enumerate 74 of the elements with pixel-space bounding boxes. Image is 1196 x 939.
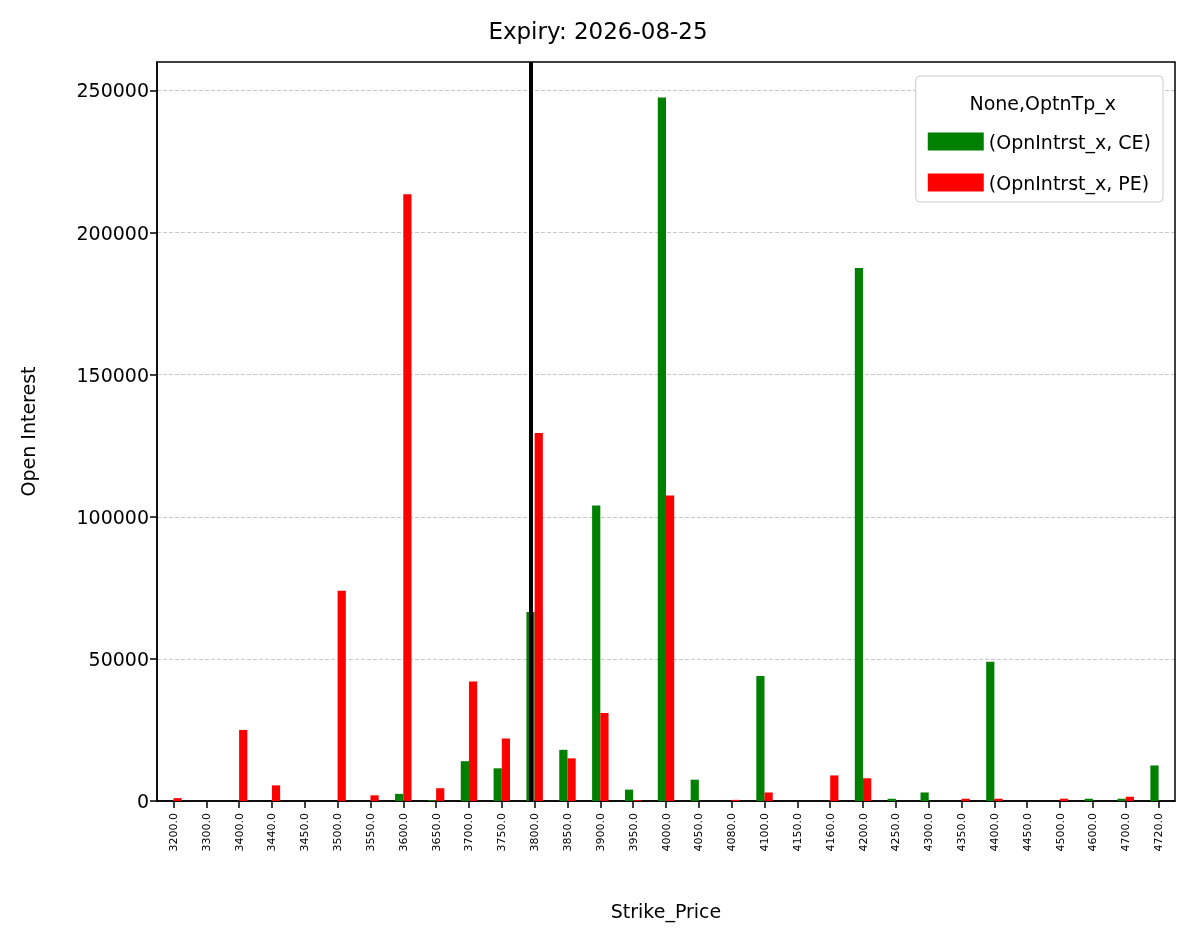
x-tick-label: 4450.0 [1020,813,1034,852]
x-tick-label: 3200.0 [166,813,180,852]
bar [271,785,281,801]
y-tick-label: 250000 [76,79,149,102]
bar [173,798,182,801]
bar [986,661,995,801]
y-tick-label: 150000 [76,363,149,386]
bar [1125,796,1134,801]
bar [559,749,568,801]
x-tick-label: 3900.0 [593,813,607,852]
bar [994,798,1003,801]
bar [600,712,609,801]
x-tick-label: 3400.0 [232,813,246,852]
x-tick-label: 3950.0 [626,813,640,852]
bar [493,768,502,801]
x-tick-label: 4350.0 [955,813,969,852]
bar [764,792,773,801]
x-tick-label: 3800.0 [528,813,542,852]
bar [460,761,469,801]
bar [830,775,839,801]
bar [468,681,478,801]
legend-label: (OpnIntrst_x, CE) [988,130,1151,154]
bar [624,789,634,801]
x-tick-label: 4720.0 [1152,813,1166,852]
y-axis-title: Open Interest [16,366,39,497]
x-tick-label: 4150.0 [790,813,804,852]
bar [436,788,445,801]
x-tick-label: 4200.0 [856,813,870,852]
x-tick-label: 3600.0 [396,813,410,852]
bar [666,495,675,801]
legend-label: (OpnIntrst_x, PE) [988,171,1150,195]
bar [239,729,248,801]
bar [863,778,872,801]
x-tick-label: 3850.0 [560,813,574,852]
bar [403,194,412,801]
x-tick-label: 3500.0 [331,813,345,852]
bar [756,675,765,801]
x-tick-label: 4050.0 [692,813,706,852]
x-tick-label: 4600.0 [1086,813,1100,852]
bar [657,97,666,801]
x-tick-label: 3650.0 [429,813,443,852]
y-tick-label: 50000 [88,647,149,670]
x-tick-label: 3750.0 [495,813,509,852]
bar [337,590,346,801]
bar [1150,765,1159,801]
bar [501,738,511,801]
y-tick-label: 0 [136,790,149,812]
x-tick-label: 3440.0 [265,813,279,852]
bar [567,758,576,801]
x-tick-label: 3550.0 [363,813,377,852]
bar [854,268,864,801]
x-tick-label: 4080.0 [725,813,739,852]
x-tick-label: 4100.0 [758,813,772,852]
x-tick-label: 4160.0 [823,813,837,852]
bar [592,505,601,801]
x-tick-label: 4000.0 [659,813,673,852]
x-tick-label: 4400.0 [987,813,1001,852]
y-tick-label: 100000 [76,505,149,528]
x-tick-label: 4500.0 [1053,813,1067,852]
x-tick-label: 4700.0 [1119,813,1133,852]
x-tick-label: 4300.0 [922,813,936,852]
legend-title: None,OptnTp_x [969,91,1116,115]
bar [395,793,404,801]
y-tick-label: 200000 [76,221,149,244]
chart-title: Expiry: 2026-08-25 [488,17,708,44]
bar [370,795,379,801]
x-tick-label: 3700.0 [462,813,476,852]
bar [920,792,929,801]
x-tick-label: 4250.0 [889,813,903,852]
x-tick-label: 3300.0 [199,813,213,852]
bar [534,432,543,801]
x-axis-title: Strike_Price [610,899,722,923]
x-tick-label: 3450.0 [298,813,312,852]
bar [690,779,699,801]
